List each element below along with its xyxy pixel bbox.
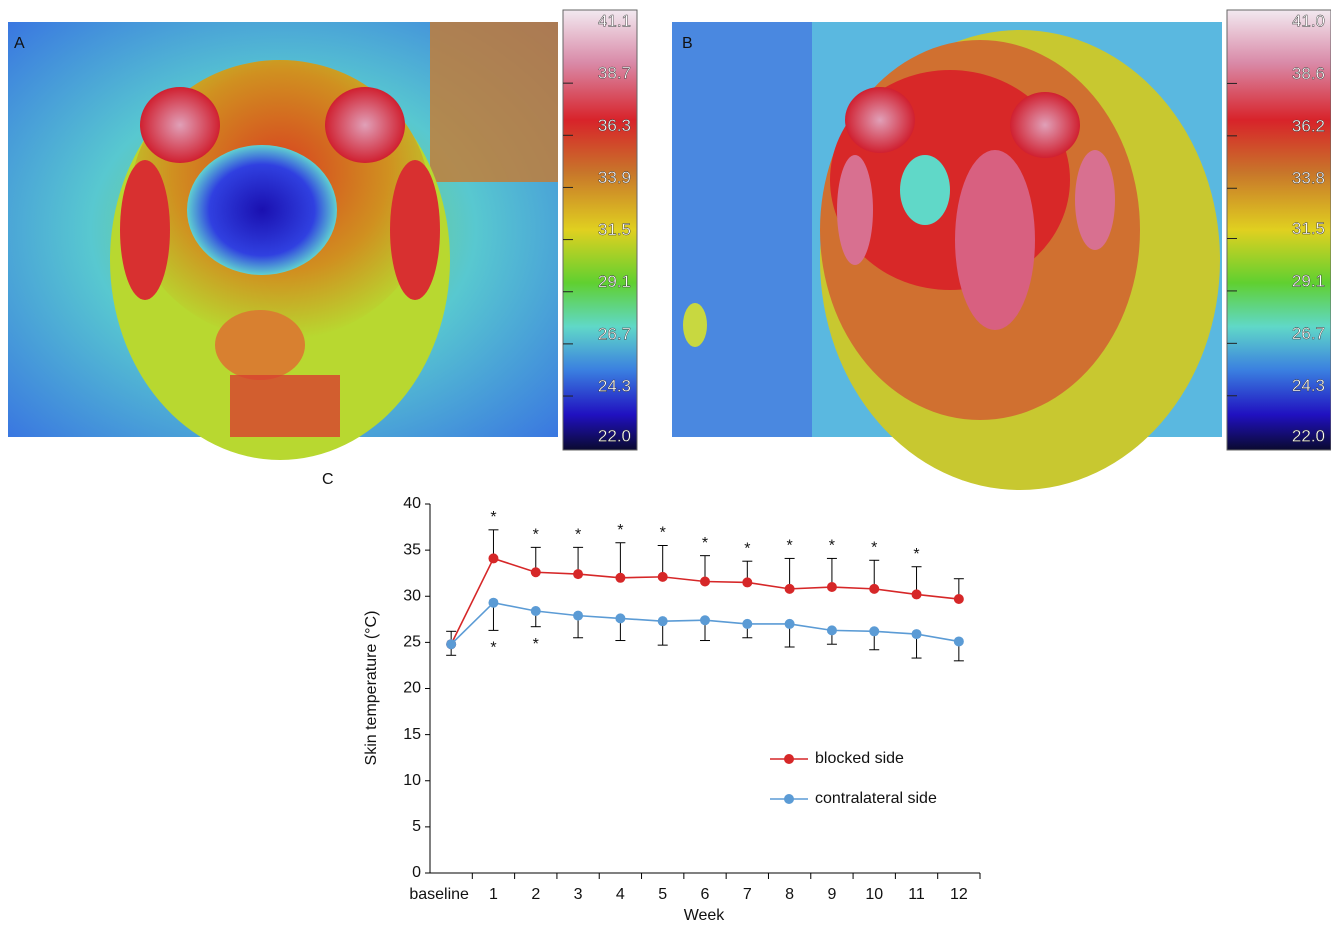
data-point <box>615 572 626 583</box>
significance-mark: * <box>871 539 877 556</box>
y-tick-label: 40 <box>403 495 421 512</box>
y-axis-title: Skin temperature (°C) <box>363 611 380 766</box>
legend-marker <box>784 754 794 764</box>
significance-mark: * <box>533 527 539 544</box>
significance-mark: * <box>786 538 792 555</box>
significance-mark: * <box>490 640 496 657</box>
data-point <box>700 615 710 626</box>
colorbar-label: 26.7 <box>1292 324 1325 343</box>
panel-label: B <box>682 35 693 52</box>
y-tick-label: 15 <box>403 726 421 743</box>
significance-mark: * <box>744 540 750 557</box>
data-point <box>530 567 541 578</box>
data-point <box>700 576 710 587</box>
colorbar-label: 41.1 <box>598 11 631 30</box>
data-point <box>742 577 753 588</box>
y-tick-label: 10 <box>403 772 421 789</box>
data-point <box>911 589 922 600</box>
x-tick-label: 2 <box>531 886 540 903</box>
legend-label: contralateral side <box>815 790 937 807</box>
colorbar-label: 29.1 <box>598 272 631 291</box>
data-point <box>953 636 964 647</box>
colorbar-label: 22.0 <box>1292 426 1325 445</box>
colorbar-label: 38.6 <box>1292 64 1325 83</box>
legend-marker <box>784 794 794 804</box>
panel-label: C <box>322 471 334 488</box>
x-tick-label: baseline <box>409 886 469 903</box>
y-tick-label: 35 <box>403 541 421 558</box>
x-tick-label: 9 <box>827 886 836 903</box>
significance-mark: * <box>702 535 708 552</box>
data-point <box>911 629 922 640</box>
significance-mark: * <box>490 509 496 526</box>
y-tick-label: 25 <box>403 634 421 651</box>
colorbar-label: 29.1 <box>1292 271 1325 290</box>
y-tick-label: 20 <box>403 680 421 697</box>
significance-mark: * <box>575 527 581 544</box>
colorbar-label: 26.7 <box>598 324 631 343</box>
significance-mark: * <box>913 546 919 563</box>
x-tick-label: 12 <box>950 886 968 903</box>
x-tick-label: 8 <box>785 886 794 903</box>
x-tick-label: 1 <box>489 886 498 903</box>
colorbar-label: 22.0 <box>598 426 631 445</box>
data-point <box>784 618 795 629</box>
significance-mark: * <box>829 538 835 555</box>
data-point <box>784 583 795 594</box>
data-point <box>953 594 964 605</box>
x-tick-label: 10 <box>865 886 883 903</box>
data-point <box>826 582 837 593</box>
significance-mark: * <box>533 636 539 653</box>
significance-mark: * <box>660 525 666 542</box>
x-tick-label: 5 <box>658 886 667 903</box>
thermal-image-a <box>8 22 558 460</box>
colorbar-label: 38.7 <box>598 64 631 83</box>
data-point <box>657 571 668 582</box>
colorbar-label: 41.0 <box>1292 11 1325 30</box>
data-point <box>657 616 668 627</box>
data-point <box>488 553 499 564</box>
colorbar-label: 36.2 <box>1292 116 1325 135</box>
x-tick-label: 6 <box>701 886 710 903</box>
x-tick-label: 3 <box>574 886 583 903</box>
x-tick-label: 11 <box>908 886 925 903</box>
significance-mark: * <box>617 522 623 539</box>
data-point <box>446 639 457 650</box>
x-tick-label: 4 <box>616 886 625 903</box>
data-point <box>573 610 584 621</box>
colorbar-label: 33.8 <box>1292 169 1325 188</box>
colorbar-b <box>1226 9 1331 451</box>
colorbar-label: 33.9 <box>598 168 631 187</box>
colorbar-label: 36.3 <box>598 116 631 135</box>
legend-label: blocked side <box>815 750 904 767</box>
colorbar-label: 31.5 <box>1292 219 1325 238</box>
colorbar-label: 31.5 <box>598 220 631 239</box>
data-point <box>530 606 541 617</box>
panel-label: A <box>14 35 25 52</box>
colorbar-label: 24.3 <box>598 377 631 396</box>
data-point <box>869 626 880 637</box>
data-point <box>742 618 753 629</box>
data-point <box>826 625 837 636</box>
y-tick-label: 0 <box>412 864 421 881</box>
thermal-image-b <box>672 22 1222 490</box>
x-axis-title: Week <box>684 907 726 924</box>
data-point <box>615 613 626 624</box>
y-tick-label: 30 <box>403 587 421 604</box>
data-point <box>573 569 584 580</box>
y-tick-label: 5 <box>412 818 421 835</box>
data-point <box>488 597 499 608</box>
colorbar-label: 24.3 <box>1292 376 1325 395</box>
data-point <box>869 583 880 594</box>
colorbar-a <box>562 9 638 451</box>
x-tick-label: 7 <box>743 886 752 903</box>
